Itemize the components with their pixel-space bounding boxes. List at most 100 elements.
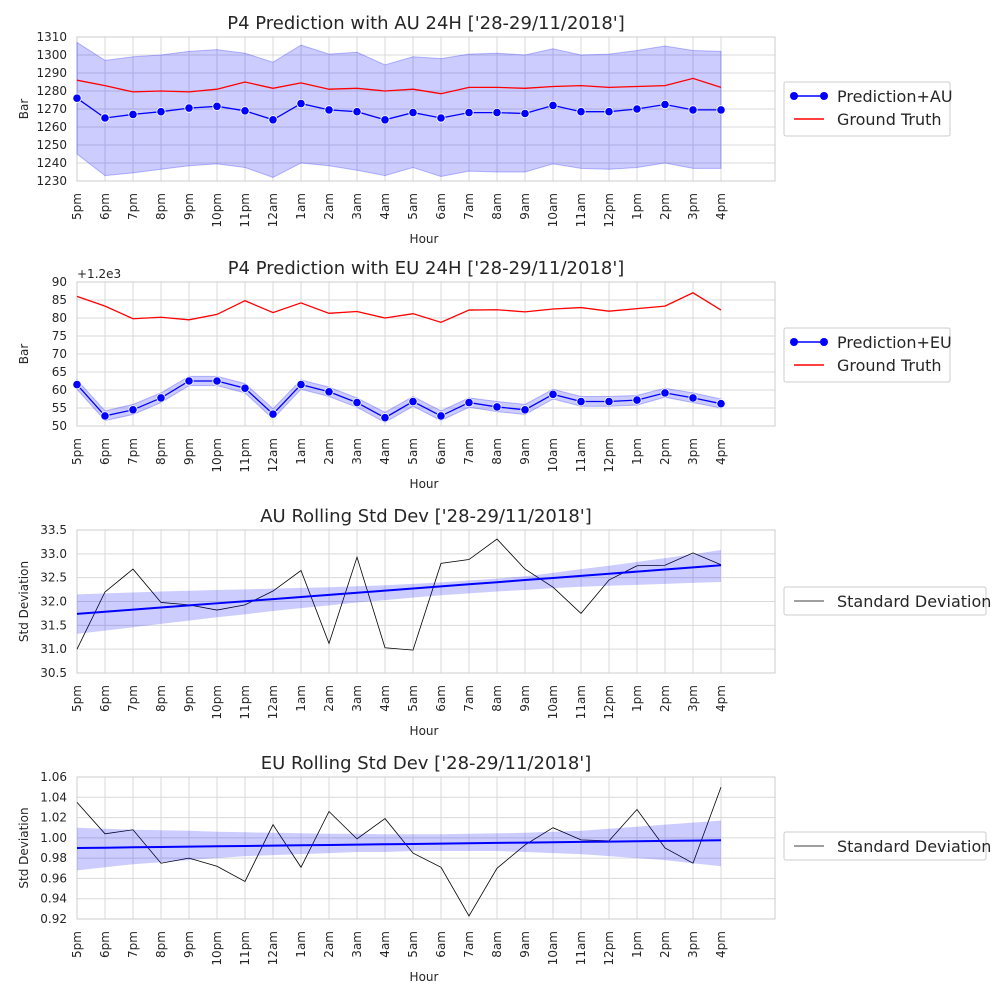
x-tick-label: 2am xyxy=(322,193,336,220)
legend-marker xyxy=(820,338,828,346)
y-tick-label: 31.0 xyxy=(40,642,67,656)
x-tick-label: 3am xyxy=(350,193,364,220)
y-tick-label: 85 xyxy=(52,293,67,307)
x-tick-label: 9pm xyxy=(182,438,196,465)
x-tick-label: 5am xyxy=(406,685,420,712)
data-point xyxy=(296,99,306,109)
y-tick-label: 32.5 xyxy=(40,571,67,585)
y-tick-label: 1.06 xyxy=(40,770,67,784)
y-tick-label: 1240 xyxy=(36,156,67,170)
chart-panel-1: 1230 1240 1250 1260 1270 1280 1290 1300 1310 5pm 6… xyxy=(17,13,953,246)
x-tick-label: 2am xyxy=(322,685,336,712)
y-tick-label: 0.92 xyxy=(40,912,67,926)
legend-marker xyxy=(790,338,798,346)
x-tick-label: 8pm xyxy=(154,438,168,465)
axes-frame xyxy=(76,529,776,674)
x-tick-label: 2pm xyxy=(658,931,672,958)
y-axis-label: Bar xyxy=(17,99,31,120)
axis-offset-text: +1.2e3 xyxy=(77,267,121,281)
x-tick-label: 12am xyxy=(266,685,280,719)
y-tick-label: 1250 xyxy=(36,138,67,152)
x-tick-label: 10pm xyxy=(210,438,224,473)
y-tick-label: 33.5 xyxy=(40,523,67,537)
x-tick-label: 10pm xyxy=(210,193,224,228)
x-axis-label: Hour xyxy=(410,970,439,984)
legend: Prediction+EU Ground Truth xyxy=(783,327,952,383)
data-point xyxy=(464,397,474,408)
x-tick-label: 5pm xyxy=(70,685,84,712)
x-axis-label: Hour xyxy=(410,232,439,246)
legend: Standard Deviation xyxy=(783,586,991,616)
data-point xyxy=(632,395,642,405)
data-point xyxy=(632,104,642,114)
data-point xyxy=(100,411,110,421)
y-tick-label: 1260 xyxy=(36,120,67,134)
data-point xyxy=(72,93,82,103)
x-tick-label: 2am xyxy=(322,931,336,958)
data-point xyxy=(492,108,502,118)
x-tick-label: 2pm xyxy=(658,438,672,465)
axes-frame xyxy=(76,36,776,182)
x-tick-label: 6pm xyxy=(98,438,112,465)
data-point xyxy=(716,399,726,409)
data-point xyxy=(492,402,502,412)
series-regression xyxy=(76,820,722,871)
chart-title: P4 Prediction with AU 24H ['28-29/11/201… xyxy=(227,13,625,34)
x-tick-label: 7pm xyxy=(126,438,140,465)
legend-label: Standard Deviation xyxy=(837,592,991,611)
series-ground-truth xyxy=(76,77,722,95)
x-tick-label: 5am xyxy=(406,931,420,958)
legend-label: Ground Truth xyxy=(837,356,942,375)
y-tick-label: 32.0 xyxy=(40,595,67,609)
data-point xyxy=(688,105,698,115)
series-line xyxy=(76,787,722,917)
data-point xyxy=(576,107,586,117)
x-tick-label: 10am xyxy=(546,438,560,472)
legend-label: Prediction+EU xyxy=(837,333,952,352)
x-tick-label: 2am xyxy=(322,438,336,465)
chart-title: AU Rolling Std Dev ['28-29/11/2018'] xyxy=(260,506,592,527)
x-tick-label: 2pm xyxy=(658,685,672,712)
y-tick-label: 0.96 xyxy=(40,871,67,885)
x-tick-label: 2pm xyxy=(658,193,672,220)
data-point xyxy=(324,387,334,397)
x-tick-label: 12pm xyxy=(602,931,616,966)
x-tick-label: 4am xyxy=(378,438,392,465)
x-tick-label: 5am xyxy=(406,438,420,465)
x-tick-label: 11am xyxy=(574,931,588,965)
axes-frame xyxy=(76,281,776,427)
data-point xyxy=(660,388,670,398)
legend-label: Standard Deviation xyxy=(837,837,991,856)
data-point xyxy=(128,405,138,415)
data-point xyxy=(296,379,306,390)
series-line xyxy=(76,538,722,651)
x-tick-label: 1am xyxy=(294,438,308,465)
x-tick-label: 6pm xyxy=(98,931,112,958)
data-point xyxy=(408,396,418,407)
x-tick-label: 1pm xyxy=(630,685,644,712)
data-point xyxy=(716,105,726,115)
x-tick-label: 1am xyxy=(294,685,308,712)
legend: Standard Deviation xyxy=(783,831,991,861)
x-tick-label: 1pm xyxy=(630,931,644,958)
x-tick-label: 11am xyxy=(574,438,588,472)
x-tick-label: 10pm xyxy=(210,685,224,720)
x-tick-label: 9am xyxy=(518,193,532,220)
chart-panel-4: 0.92 0.94 0.96 0.98 1.00 1.02 1.04 1.06 5pm 6pm 7p… xyxy=(17,753,991,984)
y-tick-label: 65 xyxy=(52,365,67,379)
data-point xyxy=(324,105,334,115)
data-point xyxy=(380,413,390,423)
data-point xyxy=(576,396,586,407)
x-tick-label: 4pm xyxy=(714,193,728,220)
x-tick-label: 8am xyxy=(490,438,504,465)
chart-title: EU Rolling Std Dev ['28-29/11/2018'] xyxy=(261,753,592,774)
data-point xyxy=(268,115,278,125)
y-tick-label: 0.94 xyxy=(40,892,67,906)
y-tick-label: 80 xyxy=(52,311,67,325)
data-point xyxy=(548,100,558,111)
x-tick-label: 11pm xyxy=(238,193,252,228)
data-point xyxy=(212,101,222,111)
data-point xyxy=(464,108,474,118)
y-tick-label: 1310 xyxy=(36,30,67,44)
data-point xyxy=(156,393,166,403)
